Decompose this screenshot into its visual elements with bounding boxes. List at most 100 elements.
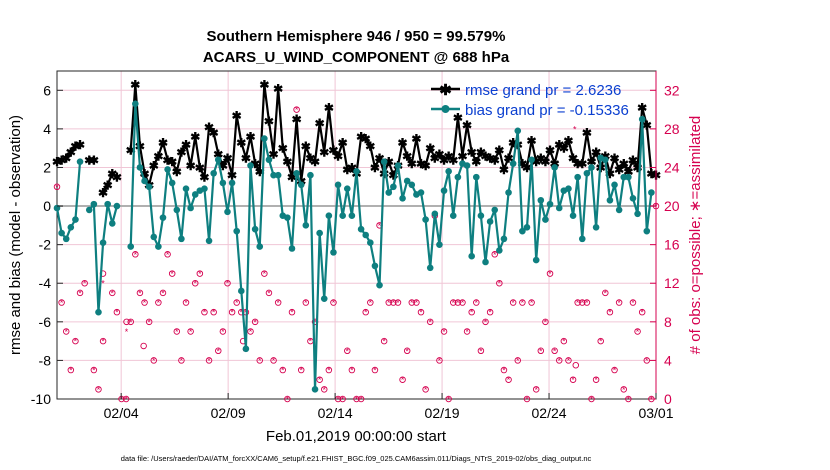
bias-point	[95, 308, 102, 316]
rmse-point: ✱	[545, 144, 555, 158]
rmse-point: ✱	[370, 161, 380, 175]
bias-point	[542, 216, 549, 223]
obs-possible-point	[514, 357, 522, 364]
bias-point	[440, 187, 448, 194]
obs-assimilated-point: *	[562, 337, 566, 347]
obs-assimilated-point: *	[622, 385, 626, 395]
bias-point	[367, 239, 374, 247]
rmse-point: ✱	[319, 146, 329, 160]
rmse-point: ✱	[167, 155, 177, 169]
plot-area-frame	[56, 70, 657, 400]
obs-assimilated-point: *	[346, 346, 350, 356]
bias-point	[625, 173, 632, 181]
obs-possible-point	[256, 357, 263, 364]
bias-point	[76, 158, 84, 165]
obs-possible-point	[141, 299, 148, 306]
y-right-tick-label: 16	[664, 237, 680, 253]
obs-possible-point	[468, 308, 475, 316]
obs-assimilated-point: *	[627, 395, 631, 405]
bias-point	[408, 181, 416, 189]
rmse-point: ✱	[199, 171, 209, 185]
obs-assimilated-point: *	[235, 298, 239, 308]
bias-point	[620, 173, 628, 181]
obs-possible-point	[205, 357, 213, 364]
bias-point	[449, 212, 457, 220]
bias-point	[486, 218, 494, 225]
obs-assimilated-point: *	[488, 308, 492, 318]
rmse-point: ✱	[310, 155, 320, 169]
obs-possible-point	[606, 308, 614, 316]
bias-point	[270, 171, 277, 179]
rmse-point: ✱	[236, 136, 246, 150]
bias-point	[316, 229, 323, 237]
rmse-point: ✱	[278, 142, 288, 156]
rmse-point: ✱	[633, 161, 643, 175]
bias-point	[247, 162, 254, 169]
obs-possible-point	[417, 308, 425, 316]
rmse-point: ✱	[573, 157, 583, 171]
obs-assimilated-point: *	[378, 221, 382, 231]
bias-point	[371, 262, 379, 270]
obs-possible-point	[150, 357, 158, 364]
obs-possible-point	[505, 376, 512, 383]
obs-assimilated-point: *	[129, 317, 133, 327]
obs-possible-point	[473, 299, 480, 306]
rmse-point: ✱	[416, 157, 426, 171]
obs-possible-point	[297, 366, 305, 374]
y-right-tick-label: 0	[664, 391, 672, 407]
rmse-point: ✱	[163, 153, 173, 167]
bias-point	[643, 227, 651, 235]
obs-assimilated-point: *	[64, 327, 68, 337]
obs-possible-point	[572, 361, 580, 369]
bias-point	[302, 222, 310, 229]
bias-point	[168, 179, 176, 187]
y-right-tick-label: 4	[664, 352, 672, 368]
rmse-point: ✱	[186, 159, 196, 173]
data-file-footnote: data file: /Users/raeder/DAI/ATM_forcXX/…	[121, 454, 592, 463]
obs-assimilated-point: *	[507, 375, 511, 385]
rmse-point: ✱	[582, 126, 592, 140]
obs-possible-point	[182, 299, 190, 306]
obs-assimilated-point: *	[286, 395, 290, 405]
bias-point	[362, 231, 370, 239]
bias-point	[265, 156, 273, 164]
obs-possible-point	[625, 395, 632, 403]
rmse-point: ✱	[273, 82, 283, 96]
obs-assimilated-point: *	[424, 385, 428, 395]
bias-point	[491, 206, 499, 214]
y-left-tick-label: -8	[39, 352, 52, 368]
bias-point	[583, 169, 591, 177]
rmse-point: ✱	[292, 113, 302, 127]
obs-possible-point	[293, 106, 300, 113]
obs-possible-point	[127, 318, 134, 326]
obs-possible-point	[403, 347, 411, 355]
obs-possible-point	[440, 328, 448, 335]
obs-assimilated-point: *	[617, 298, 621, 308]
bias-point	[90, 200, 98, 208]
obs-assimilated-point: *	[295, 105, 299, 115]
obs-possible-point	[136, 289, 144, 297]
bias-point	[578, 235, 586, 243]
obs-assimilated-point: *	[553, 346, 557, 356]
obs-possible-point	[496, 279, 503, 287]
obs-assimilated-point: *	[180, 356, 184, 366]
obs-assimilated-point: *	[92, 366, 96, 376]
obs-possible-point	[592, 376, 600, 383]
obs-assimilated-point: *	[475, 298, 479, 308]
obs-assimilated-point: *	[327, 366, 331, 376]
obs-assimilated-point: *	[502, 366, 506, 376]
obs-possible-point	[145, 318, 153, 326]
legend-rmse-label: rmse grand pr = 2.6236	[465, 82, 621, 99]
obs-possible-point	[519, 299, 526, 306]
rmse-point: ✱	[347, 161, 357, 175]
obs-possible-point	[371, 366, 379, 374]
y-right-tick-label: 32	[664, 82, 680, 98]
obs-possible-point	[560, 337, 568, 345]
bias-point	[178, 235, 185, 243]
bias-point	[325, 212, 333, 220]
obs-possible-point	[265, 289, 273, 297]
obs-possible-point	[219, 328, 227, 335]
rmse-point: ✱	[623, 165, 633, 179]
obs-possible-point	[509, 299, 517, 306]
